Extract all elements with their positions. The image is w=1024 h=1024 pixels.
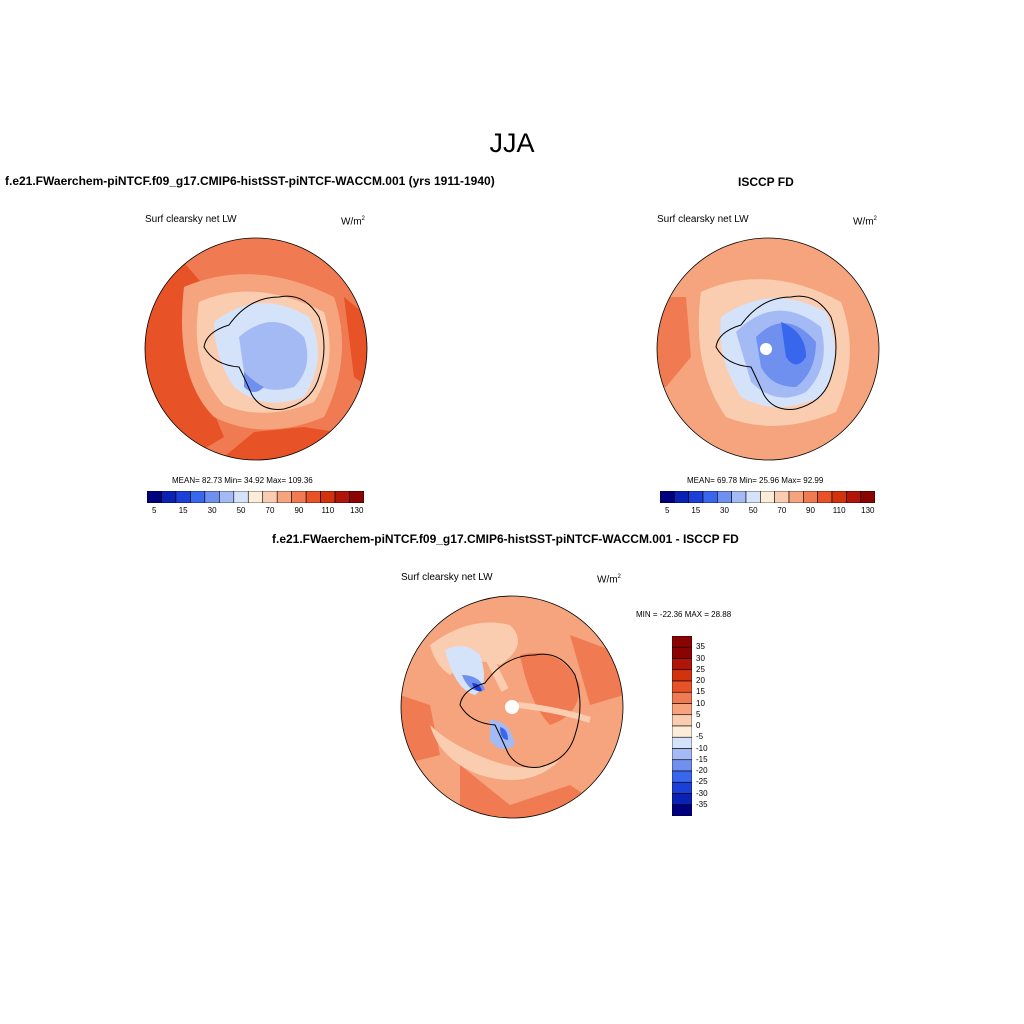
- colorbar-swatch: [672, 669, 692, 682]
- colorbar-swatch: [672, 691, 692, 704]
- colorbar-tick-label: 50: [236, 506, 246, 515]
- colorbar-swatch: [247, 491, 264, 503]
- panel1-title: f.e21.FWaerchem-piNTCF.f09_g17.CMIP6-his…: [5, 174, 495, 188]
- colorbar-tick-label: 5: [664, 506, 670, 515]
- colorbar-tick-label: 10: [696, 698, 705, 708]
- colorbar-swatch: [219, 491, 235, 503]
- colorbar-tick-label: 15: [691, 506, 701, 515]
- panel1-variable: Surf clearsky net LW: [145, 214, 237, 225]
- colorbar-tick-label: 5: [696, 709, 701, 719]
- colorbar-swatch: [831, 491, 847, 503]
- panel3-colorbar-ticks: 35 30 25 20 15 10 5 0 -5 -10 -15 -20 -25 -30 -35: [696, 636, 726, 816]
- colorbar-tick-label: 90: [294, 506, 304, 515]
- colorbar-swatch: [672, 658, 692, 671]
- colorbar-tick-label: -35: [696, 799, 708, 809]
- colorbar-tick-label: 70: [777, 506, 787, 515]
- panel3-polar-map: [400, 595, 624, 819]
- colorbar-tick-label: 110: [832, 506, 846, 515]
- colorbar-swatch: [672, 770, 692, 783]
- colorbar-tick-label: -15: [696, 754, 708, 764]
- colorbar-swatch: [672, 680, 692, 693]
- panel2-units: W/m2: [853, 216, 877, 228]
- panel3-units: W/m2: [597, 574, 621, 586]
- colorbar-swatch: [672, 636, 692, 648]
- colorbar-tick-label: 30: [720, 506, 729, 515]
- colorbar-tick-label: 130: [350, 506, 364, 515]
- panel3-colorbar: [672, 636, 692, 816]
- colorbar-tick-label: 5: [152, 506, 157, 515]
- panel1-units: W/m2: [341, 216, 365, 228]
- panel2-colorbar-ticks: 5 15 30 50 70 90 110 130: [660, 506, 875, 518]
- colorbar-swatch: [846, 491, 861, 503]
- colorbar-swatch: [190, 491, 206, 503]
- colorbar-swatch: [717, 491, 732, 503]
- colorbar-swatch: [672, 725, 692, 738]
- colorbar-swatch: [803, 491, 818, 503]
- colorbar-swatch: [276, 491, 292, 503]
- colorbar-swatch: [175, 491, 191, 503]
- panel2-colorbar: [660, 491, 875, 503]
- colorbar-swatch: [672, 714, 692, 727]
- colorbar-tick-label: 110: [321, 506, 335, 515]
- colorbar-tick-label: -10: [696, 743, 708, 753]
- panel1-colorbar-ticks: 5 15 30 50 70 90 110 130: [147, 506, 364, 518]
- colorbar-swatch: [672, 781, 692, 794]
- colorbar-swatch: [674, 491, 689, 503]
- colorbar-swatch: [688, 491, 704, 503]
- colorbar-swatch: [349, 491, 364, 503]
- colorbar-swatch: [672, 736, 692, 749]
- colorbar-tick-label: -25: [696, 777, 708, 787]
- colorbar-swatch: [788, 491, 804, 503]
- colorbar-swatch: [233, 491, 249, 503]
- colorbar-tick-label: 50: [748, 506, 758, 515]
- colorbar-tick-label: 130: [861, 506, 875, 515]
- panel1-polar-map: [144, 237, 368, 461]
- colorbar-tick-label: 0: [696, 721, 701, 730]
- colorbar-tick-label: 90: [806, 506, 815, 515]
- panel2-variable: Surf clearsky net LW: [657, 214, 749, 225]
- panel3-title: f.e21.FWaerchem-piNTCF.f09_g17.CMIP6-his…: [272, 532, 739, 546]
- colorbar-swatch: [672, 703, 692, 716]
- panel2-polar-map: [656, 237, 880, 461]
- colorbar-swatch: [702, 491, 718, 503]
- colorbar-swatch: [745, 491, 761, 503]
- colorbar-tick-label: 25: [696, 664, 705, 674]
- colorbar-swatch: [320, 491, 336, 503]
- panel2-title: ISCCP FD: [738, 175, 794, 189]
- panel3-stats: MIN = -22.36 MAX = 28.88: [636, 610, 732, 619]
- colorbar-tick-label: 15: [696, 687, 705, 697]
- colorbar-swatch: [774, 491, 790, 503]
- colorbar-tick-label: 30: [207, 506, 217, 515]
- colorbar-tick-label: -5: [696, 732, 704, 742]
- colorbar-swatch: [291, 491, 307, 503]
- colorbar-swatch: [672, 646, 692, 659]
- colorbar-tick-label: 15: [178, 506, 188, 515]
- colorbar-swatch: [305, 491, 321, 503]
- colorbar-swatch: [204, 491, 220, 503]
- colorbar-swatch: [660, 491, 675, 503]
- colorbar-swatch: [672, 759, 692, 772]
- colorbar-swatch: [731, 491, 747, 503]
- colorbar-swatch: [760, 491, 775, 503]
- colorbar-swatch: [334, 491, 350, 503]
- colorbar-swatch: [262, 491, 278, 503]
- colorbar-tick-label: 70: [265, 506, 275, 515]
- colorbar-swatch: [161, 491, 177, 503]
- colorbar-tick-label: 35: [696, 642, 705, 652]
- colorbar-swatch: [672, 804, 692, 816]
- colorbar-swatch: [147, 491, 162, 503]
- panel2-stats: MEAN= 69.78 Min= 25.96 Max= 92.99: [687, 476, 824, 485]
- main-title: JJA: [489, 128, 535, 158]
- colorbar-tick-label: 30: [696, 653, 705, 663]
- colorbar-tick-label: -30: [696, 788, 708, 798]
- colorbar-swatch: [817, 491, 833, 503]
- colorbar-tick-label: -20: [696, 766, 708, 775]
- colorbar-swatch: [672, 748, 692, 761]
- panel3-variable: Surf clearsky net LW: [401, 572, 493, 583]
- panel1-stats: MEAN= 82.73 Min= 34.92 Max= 109.36: [172, 476, 313, 485]
- colorbar-swatch: [672, 793, 692, 806]
- colorbar-tick-label: 20: [696, 676, 705, 685]
- colorbar-swatch: [860, 491, 875, 503]
- panel1-colorbar: [147, 491, 364, 503]
